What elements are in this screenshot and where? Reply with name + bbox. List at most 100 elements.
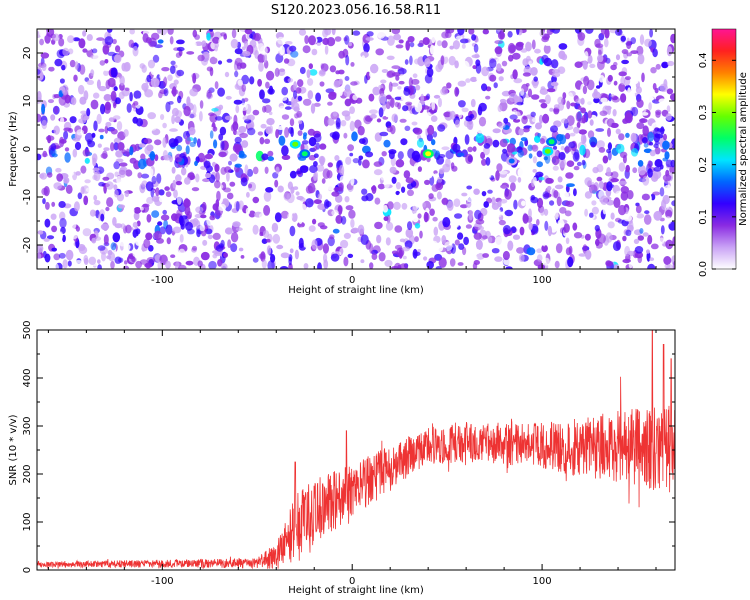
spectrogram-cell bbox=[54, 58, 63, 67]
spectrogram-cell bbox=[582, 135, 587, 144]
spectrogram-cell bbox=[404, 125, 411, 131]
spectrogram-cell bbox=[191, 245, 198, 251]
spectrogram-cell bbox=[438, 97, 442, 108]
spectrogram-cell bbox=[369, 113, 377, 119]
spectrogram-cell bbox=[642, 175, 650, 186]
spectrogram-y-tick-label: 10 bbox=[22, 95, 33, 108]
spectrogram-cell bbox=[641, 112, 649, 116]
spectrogram-cell bbox=[37, 113, 42, 123]
spectrogram-cell bbox=[343, 226, 351, 232]
spectrogram-cell bbox=[258, 181, 263, 191]
spectrogram-cell bbox=[51, 225, 58, 233]
spectrogram-cell bbox=[181, 229, 188, 236]
spectrogram-cell bbox=[45, 201, 50, 210]
spectrogram-cell bbox=[51, 247, 57, 252]
spectrogram-cell bbox=[639, 34, 645, 45]
spectrogram-cell bbox=[441, 40, 448, 49]
spectrogram-cell bbox=[445, 150, 454, 160]
spectrogram-cell bbox=[365, 151, 374, 158]
spectrogram-cell bbox=[395, 75, 400, 81]
spectrogram-cell bbox=[468, 210, 474, 221]
spectrogram-cell bbox=[297, 221, 305, 228]
spectrogram-cell bbox=[132, 45, 139, 57]
spectrogram-cell bbox=[162, 122, 167, 129]
spectrogram-cell bbox=[517, 176, 522, 183]
spectrogram-cell bbox=[618, 133, 625, 141]
spectrogram-cell bbox=[455, 35, 463, 40]
spectrogram-cell bbox=[307, 128, 316, 136]
spectrogram-cell bbox=[582, 60, 588, 70]
spectrogram-cell bbox=[257, 53, 266, 64]
spectrogram-cell bbox=[438, 257, 447, 268]
spectrogram-cell bbox=[395, 159, 405, 168]
spectrogram-cell bbox=[174, 29, 181, 39]
spectrogram-cell bbox=[387, 201, 394, 210]
spectrogram-cell bbox=[60, 117, 65, 125]
spectrogram-cell bbox=[63, 130, 69, 140]
spectrogram-cell bbox=[612, 241, 621, 252]
spectrogram-cell bbox=[491, 202, 500, 210]
spectrogram-cell bbox=[218, 104, 224, 111]
spectrogram-cell bbox=[265, 81, 270, 89]
spectrogram-cell bbox=[599, 110, 608, 117]
spectrogram-cell bbox=[189, 40, 197, 50]
spectrogram-cell bbox=[562, 92, 567, 99]
spectrogram-cell bbox=[110, 260, 115, 269]
spectrogram-cell bbox=[343, 256, 349, 267]
spectrogram-cell bbox=[37, 96, 42, 104]
spectrogram-cell bbox=[344, 35, 350, 45]
spectrogram-cell bbox=[214, 116, 223, 121]
spectrogram-cell bbox=[310, 103, 316, 114]
spectrogram-cell bbox=[163, 154, 172, 161]
spectrogram-cell bbox=[84, 132, 94, 143]
spectrogram-cell bbox=[323, 253, 328, 263]
spectrogram-cell bbox=[303, 237, 308, 248]
spectrogram-cell bbox=[335, 122, 341, 130]
spectrogram-cell bbox=[92, 53, 100, 64]
spectrogram-cell bbox=[664, 216, 672, 225]
spectrogram-cell bbox=[572, 222, 578, 231]
spectrogram-cell bbox=[526, 247, 536, 256]
spectrogram-cell bbox=[670, 159, 675, 168]
spectrogram-cell bbox=[118, 167, 127, 178]
spectrogram-cell bbox=[661, 62, 668, 68]
spectrogram-cell bbox=[615, 54, 621, 61]
spectrogram-cell bbox=[417, 213, 422, 219]
spectrogram-cell bbox=[158, 91, 163, 99]
spectrogram-cell bbox=[121, 149, 127, 154]
spectrogram-cell bbox=[100, 223, 110, 230]
spectrogram-cell bbox=[105, 121, 112, 127]
spectrogram-cell bbox=[536, 254, 543, 262]
spectrogram-cell bbox=[477, 127, 484, 134]
spectrogram-cell bbox=[382, 126, 388, 131]
spectrogram-cell bbox=[670, 33, 675, 44]
snr-axes: -100 0 100 0 100 200 300 400 500 bbox=[22, 320, 676, 587]
spectrogram-cell bbox=[179, 153, 186, 158]
spectrogram-cell bbox=[96, 37, 105, 41]
spectrogram-cell bbox=[666, 105, 671, 113]
spectrogram-cell bbox=[488, 167, 492, 178]
spectrogram-cell bbox=[356, 111, 364, 119]
spectrogram-cell bbox=[357, 224, 365, 235]
spectrogram-cell bbox=[551, 72, 561, 78]
spectrogram-cell bbox=[412, 73, 418, 78]
spectrogram-cell bbox=[565, 247, 572, 256]
spectrogram-cell bbox=[295, 87, 302, 94]
spectrogram-cell bbox=[522, 127, 530, 133]
spectrogram-cell bbox=[438, 168, 445, 175]
spectrogram-cell bbox=[402, 105, 409, 112]
spectrogram-cell bbox=[314, 171, 319, 181]
spectrogram-cell bbox=[157, 260, 162, 269]
spectrogram-cell bbox=[157, 39, 164, 44]
spectrogram-cell bbox=[538, 114, 544, 124]
spectrogram-cell bbox=[128, 39, 135, 48]
spectrogram-cell bbox=[394, 225, 403, 233]
spectrogram-cell bbox=[480, 48, 489, 54]
spectrogram-cell bbox=[496, 163, 503, 172]
spectrogram-cell bbox=[133, 211, 140, 221]
spectrogram-cell bbox=[339, 164, 345, 176]
spectrogram-cell bbox=[622, 235, 627, 242]
spectrogram-cell bbox=[558, 43, 568, 50]
spectrogram-cell bbox=[299, 197, 306, 202]
